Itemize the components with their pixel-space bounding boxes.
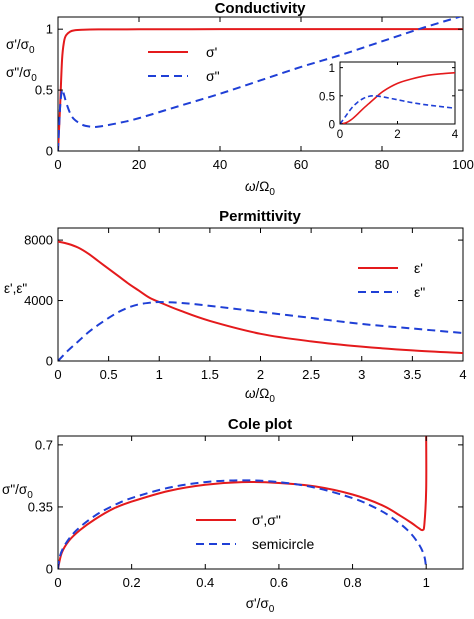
conductivity-legend: σ' σ" [148, 44, 220, 84]
conductivity-panel: Conductivity 0 20 40 60 80 100 00.51 ω/Ω0 σ'/… [6, 0, 474, 198]
permittivity-x-tick-label: 2.5 [302, 367, 320, 382]
permittivity-x-tick-label: 0.5 [100, 367, 118, 382]
cole-plot-panel: Cole plot 0 0.2 0.4 0.6 0.8 1 00.350.7 σ'/σ0 … [2, 416, 464, 615]
conductivity-inset-x-tick-label: 4 [452, 129, 459, 141]
cole-plot-x-tick-label: 1 [423, 575, 430, 590]
permittivity-series-solid-line [58, 240, 463, 355]
inset-y-ticks: 00.51 [319, 63, 455, 132]
permittivity-x-tick-label: 1.5 [201, 367, 219, 382]
permittivity-y-tick-label: 4000 [24, 293, 53, 308]
permittivity-series-group [58, 240, 463, 361]
cole-plot-x-label: σ'/σ0 [246, 596, 275, 615]
permittivity-plot-area [58, 240, 463, 361]
cole-plot-x-tick-label: 0.2 [123, 575, 141, 590]
conductivity-x-label: ω/Ω0 [245, 179, 275, 198]
cole-plot-series-solid-line [58, 436, 428, 569]
conductivity-series-group [58, 17, 463, 151]
conductivity-series-dashed-line [58, 17, 463, 151]
permittivity-panel: Permittivity 0 0.5 1 1.5 2 2.5 3 3.5 4 0 4000 8000… [4, 208, 467, 405]
legend-label-sigma-real: σ' [206, 44, 217, 60]
permittivity-series-dashed-line [58, 301, 463, 361]
conductivity-inset-series-solid-line [340, 71, 455, 124]
cole-plot-axes-box [57, 435, 464, 570]
conductivity-x-tick-label: 0 [54, 157, 61, 172]
conductivity-y-label-1: σ'/σ0 [6, 37, 35, 56]
conductivity-inset-y-tick-label: 1 [329, 63, 335, 75]
conductivity-x-tick-label: 20 [132, 157, 146, 172]
permittivity-x-label: ω/Ω0 [245, 386, 275, 405]
conductivity-x-tick-label: 80 [375, 157, 389, 172]
cole-plot-y-tick-label: 0.35 [28, 499, 53, 514]
conductivity-inset-y-tick-label: 0 [329, 120, 335, 132]
permittivity-legend: ε' ε" [358, 260, 425, 300]
cole-plot-y-ticks: 0 0.35 0.7 [28, 437, 463, 577]
cole-plot-series-dashed-line [58, 479, 428, 569]
legend-label-eps-real: ε' [414, 260, 423, 276]
cole-plot-y-label: σ"/σ0 [2, 482, 33, 501]
conductivity-x-ticks: 0 20 40 60 80 100 [54, 17, 474, 172]
conductivity-inset-y-tick-label: 0.5 [319, 91, 335, 103]
permittivity-x-tick-label: 2 [257, 367, 264, 382]
cole-plot-plot-area [58, 436, 428, 569]
conductivity-axes-box [57, 16, 464, 152]
permittivity-x-tick-label: 1 [156, 367, 163, 382]
permittivity-x-tick-label: 3 [358, 367, 365, 382]
cole-plot-x-tick-label: 0.6 [270, 575, 288, 590]
conductivity-x-tick-label: 40 [213, 157, 227, 172]
legend-label-semicircle: semicircle [252, 536, 314, 552]
permittivity-x-tick-label: 3.5 [403, 367, 421, 382]
conductivity-x-tick-label: 60 [294, 157, 308, 172]
permittivity-y-label: ε',ε" [4, 281, 27, 296]
conductivity-y-label-2: σ"/σ0 [6, 65, 37, 84]
cole-plot-x-tick-label: 0 [54, 575, 61, 590]
conductivity-series-solid-line [58, 28, 463, 151]
cole-plot-series-group [58, 436, 428, 569]
legend-label-eps-imag: ε" [414, 284, 425, 300]
permittivity-y-tick-label: 0 [46, 354, 53, 369]
cole-plot-y-tick-label: 0.7 [35, 437, 53, 452]
cole-plot-x-tick-label: 0.4 [196, 575, 214, 590]
permittivity-x-tick-label: 4 [459, 367, 466, 382]
conductivity-x-tick-label: 100 [452, 157, 474, 172]
permittivity-y-tick-label: 8000 [24, 233, 53, 248]
conductivity-y-ticks: 00.51 [35, 22, 463, 159]
conductivity-title: Conductivity [215, 0, 306, 17]
cole-plot-x-tick-label: 0.8 [344, 575, 362, 590]
permittivity-axes-box [57, 227, 464, 362]
conductivity-plot-area [58, 17, 463, 151]
permittivity-y-ticks: 0 4000 8000 [24, 233, 463, 369]
conductivity-y-tick-label: 0 [46, 144, 53, 159]
legend-label-sigma-imag: σ" [206, 68, 220, 84]
cole-plot-legend: σ',σ" semicircle [196, 512, 314, 552]
cole-plot-x-ticks: 0 0.2 0.4 0.6 0.8 1 [54, 436, 430, 590]
inset-plot-area [340, 71, 455, 124]
cole-plot-title: Cole plot [228, 416, 292, 433]
conductivity-inset-x-tick-label: 0 [337, 129, 343, 141]
permittivity-title: Permittivity [219, 208, 301, 225]
cole-plot-y-tick-label: 0 [46, 562, 53, 577]
conductivity-inset-x-tick-label: 2 [394, 129, 400, 141]
conductivity-y-tick-label: 1 [46, 22, 53, 37]
legend-label-cole: σ',σ" [252, 512, 281, 528]
conductivity-y-tick-label: 0.5 [35, 83, 53, 98]
permittivity-x-ticks: 0 0.5 1 1.5 2 2.5 3 3.5 4 [54, 228, 467, 382]
conductivity-inset-series-dashed-line [340, 94, 455, 124]
conductivity-inset-series-group [340, 71, 455, 124]
permittivity-x-tick-label: 0 [54, 367, 61, 382]
